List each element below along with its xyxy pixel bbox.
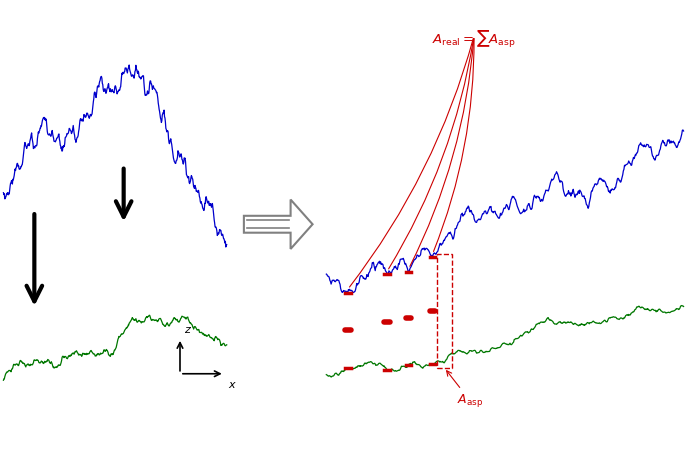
Text: $z$: $z$ <box>184 325 192 335</box>
Text: $x$: $x$ <box>228 380 237 390</box>
Polygon shape <box>244 200 313 249</box>
Text: $A_{\mathrm{asp}}$: $A_{\mathrm{asp}}$ <box>447 371 484 410</box>
Text: $A_{\mathrm{real}} = \sum A_{\mathrm{asp}}$: $A_{\mathrm{real}} = \sum A_{\mathrm{asp… <box>432 29 516 50</box>
Bar <box>437 254 452 368</box>
